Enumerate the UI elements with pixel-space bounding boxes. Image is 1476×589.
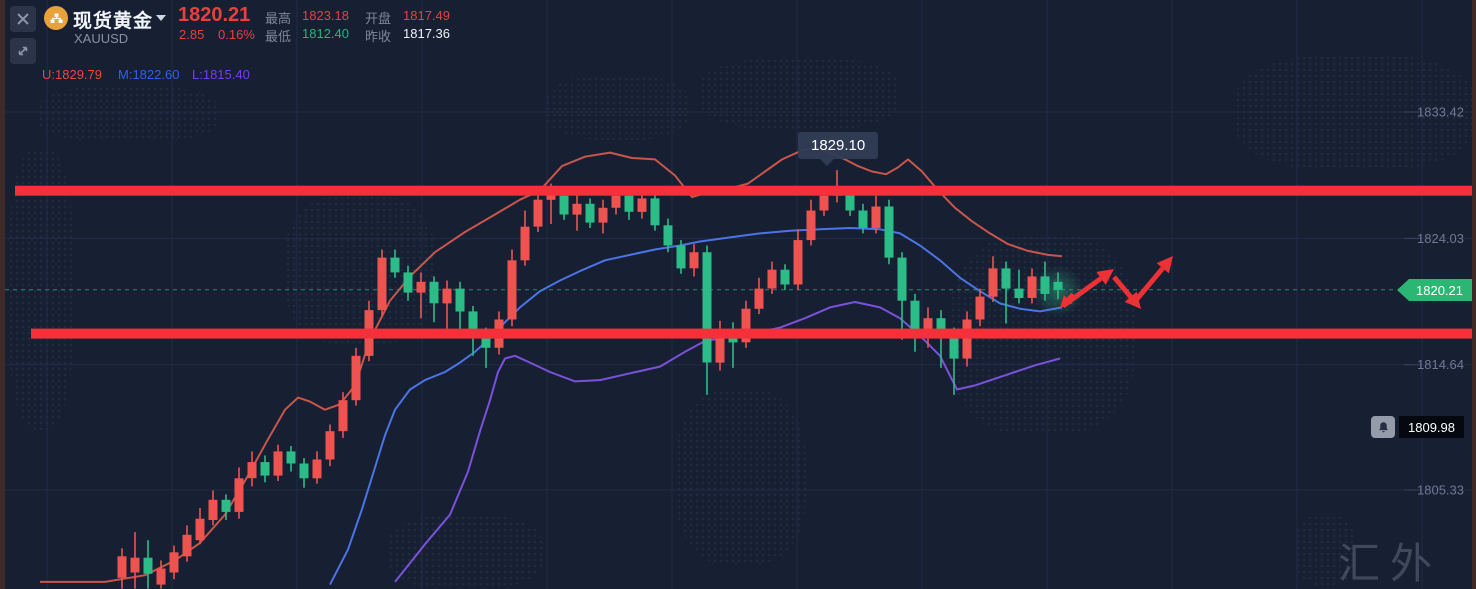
left-border xyxy=(0,0,5,589)
current-price-badge: 1820.21 xyxy=(1397,279,1472,301)
map-dots-patch xyxy=(285,195,435,345)
svg-text:1833.42: 1833.42 xyxy=(1417,105,1464,120)
price-change: 2.85 xyxy=(179,27,205,42)
boll-middle-legend: M:1822.60 xyxy=(118,67,180,82)
boll-lower-legend: L:1815.40 xyxy=(192,67,250,82)
svg-text:1805.33: 1805.33 xyxy=(1417,483,1464,498)
stat-prevclose-value: 1817.36 xyxy=(403,26,450,41)
x-icon xyxy=(17,13,29,25)
map-dots-patch xyxy=(388,515,543,589)
right-border xyxy=(1472,0,1476,589)
map-dots-patch xyxy=(700,58,900,130)
map-dots-patch xyxy=(676,390,806,565)
alert-bell-button[interactable] xyxy=(1371,416,1395,438)
close-button[interactable] xyxy=(10,6,36,32)
map-dots-patch xyxy=(545,76,690,140)
stat-open-label: 开盘 xyxy=(365,11,392,26)
collapse-button[interactable] xyxy=(10,38,36,64)
instrument-code: XAUUSD xyxy=(74,31,129,46)
alert-price-label: 1809.98 xyxy=(1399,416,1464,438)
price-change-percent: 0.16% xyxy=(218,27,255,42)
stat-low-label: 最低 xyxy=(265,29,292,44)
price-tooltip: 1829.10 xyxy=(798,132,879,166)
bell-icon xyxy=(1378,421,1388,432)
instrument-icon xyxy=(44,6,68,30)
stat-low-value: 1812.40 xyxy=(302,26,349,41)
svg-text:1814.64: 1814.64 xyxy=(1417,357,1464,372)
stat-high-label: 最高 xyxy=(265,11,292,26)
stat-prevclose-label: 昨收 xyxy=(365,29,392,44)
svg-text:1824.03: 1824.03 xyxy=(1417,231,1464,246)
chevron-down-icon[interactable] xyxy=(156,15,166,21)
map-dots-patch xyxy=(1295,515,1355,585)
blocks-icon xyxy=(50,13,62,23)
stat-high-value: 1823.18 xyxy=(302,8,349,23)
last-price: 1820.21 xyxy=(178,4,251,26)
boll-upper-legend: U:1829.79 xyxy=(42,67,102,82)
diagonal-collapse-icon xyxy=(18,46,28,56)
watermark: 汇外网 xyxy=(1338,540,1443,587)
instrument-name[interactable]: 现货黄金 xyxy=(73,11,154,32)
stat-open-value: 1817.49 xyxy=(403,8,450,23)
map-dots-patch xyxy=(38,86,218,142)
